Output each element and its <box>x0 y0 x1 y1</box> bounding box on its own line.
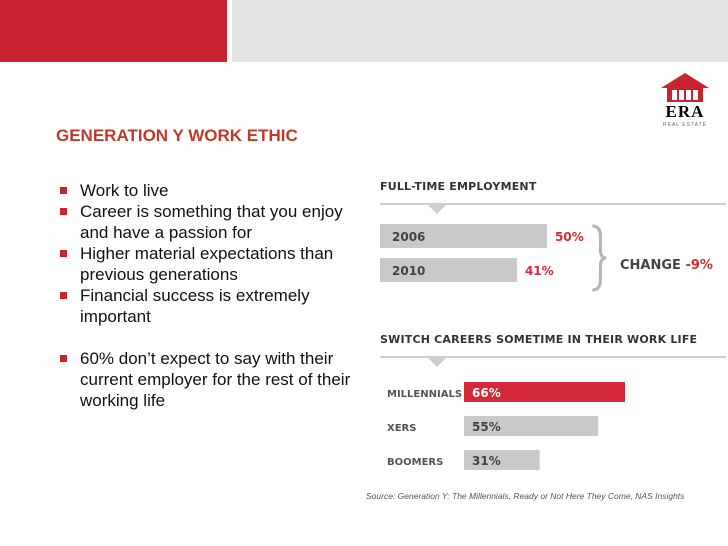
value-label: 50% <box>555 230 584 244</box>
category-label: XERS <box>387 423 416 434</box>
chart-title-switch-careers: SWITCH CAREERS SOMETIME IN THEIR WORK LI… <box>380 333 698 346</box>
bracket-icon <box>592 224 607 292</box>
bullet-square-icon <box>60 208 67 215</box>
bullet-text: Work to live <box>80 181 169 200</box>
bullet-item: Higher material expectations than previo… <box>58 243 358 285</box>
bar-millennials <box>464 382 626 402</box>
chart-divider <box>380 356 726 358</box>
era-logo <box>655 72 715 130</box>
source-citation: Source: Generation Y: The Millennials, R… <box>366 491 685 501</box>
bullet-square-icon <box>60 292 67 299</box>
divider-notch <box>428 205 446 214</box>
bar-boomers <box>464 450 540 470</box>
bullet-square-icon <box>60 355 67 362</box>
category-label: 2010 <box>392 264 425 278</box>
bar-2010 <box>380 258 517 282</box>
category-label: BOOMERS <box>387 457 443 468</box>
logo-wordmark: ERA <box>665 102 705 121</box>
value-label: 31% <box>472 454 501 468</box>
bullet-text: 60% don’t expect to say with their curre… <box>80 349 351 410</box>
value-label: 55% <box>472 420 501 434</box>
logo-tagline: REAL ESTATE <box>663 122 707 128</box>
bullet-list: Work to live Career is something that yo… <box>58 180 358 411</box>
chart-title-full-time: FULL-TIME EMPLOYMENT <box>380 180 537 193</box>
category-label: 2006 <box>392 230 425 244</box>
bullet-square-icon <box>60 187 67 194</box>
change-annotation: CHANGE -9% <box>620 258 713 273</box>
bullet-text: Financial success is extremely important <box>80 286 310 326</box>
page-title: GENERATION Y WORK ETHIC <box>56 126 298 145</box>
change-label: CHANGE <box>620 258 681 273</box>
bullet-text: Career is something that you enjoy and h… <box>80 202 343 242</box>
full-time-employment-chart: 2006 50% 2010 41% <box>380 224 607 292</box>
bullet-square-icon <box>60 250 67 257</box>
header-accent-bar <box>0 0 227 62</box>
value-label: 66% <box>472 386 501 400</box>
header-gray-bar <box>232 0 728 62</box>
chart-divider <box>380 203 726 205</box>
house-icon <box>661 73 709 102</box>
bar-xers <box>464 416 599 436</box>
change-value: -9% <box>685 258 713 273</box>
switch-careers-chart: MILLENNIALS 66% XERS 55% BOOMERS 31% <box>387 382 626 470</box>
bar-2006 <box>380 224 547 248</box>
value-label: 41% <box>525 264 554 278</box>
divider-notch <box>428 358 446 367</box>
bullet-item: Career is something that you enjoy and h… <box>58 201 358 243</box>
bullet-item: Work to live <box>58 180 358 201</box>
bullet-item: 60% don’t expect to say with their curre… <box>58 348 358 411</box>
bullet-text: Higher material expectations than previo… <box>80 244 334 284</box>
bullet-item: Financial success is extremely important <box>58 285 358 327</box>
category-label: MILLENNIALS <box>387 389 462 400</box>
